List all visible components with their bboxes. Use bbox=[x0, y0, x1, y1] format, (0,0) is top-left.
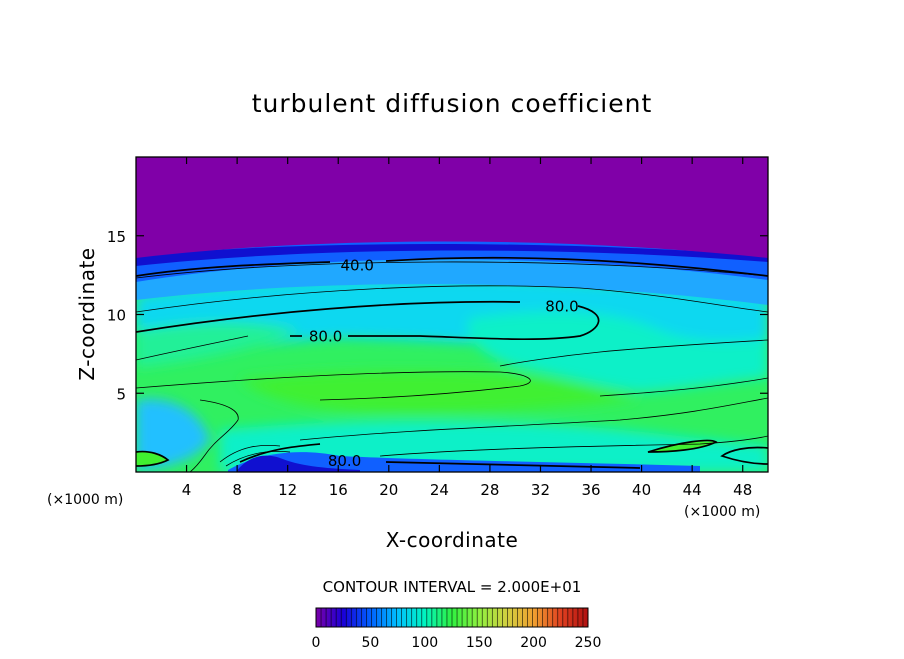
colorbar-frame bbox=[315, 607, 589, 628]
contour-80-upper-line bbox=[136, 300, 600, 341]
x-tick-label: 16 bbox=[329, 481, 348, 499]
contour-thin-10 bbox=[219, 444, 281, 463]
x-tick-label: 32 bbox=[531, 481, 550, 499]
colorbar-tick-label: 50 bbox=[361, 635, 379, 651]
contour-lines-thin bbox=[136, 261, 768, 472]
contour-left-lens-line bbox=[136, 450, 170, 467]
x-tick-label: 44 bbox=[683, 481, 702, 499]
chart-title: turbulent diffusion coefficient bbox=[252, 89, 653, 118]
contour-80-lower-line bbox=[239, 443, 641, 469]
x-tick-label: 8 bbox=[232, 481, 242, 499]
x-tick-label: 48 bbox=[733, 481, 752, 499]
fill-deep-blue-band bbox=[136, 244, 768, 266]
x-axis-title: X-coordinate bbox=[386, 528, 519, 552]
contour-lines-thick bbox=[136, 256, 768, 469]
colorbar-tick-label: 200 bbox=[520, 635, 547, 651]
x-axis-ticks: 4 8 12 16 20 24 28 32 36 40 44 48 bbox=[182, 157, 752, 499]
fill-left-bottom bbox=[136, 399, 210, 470]
fill-aqua-left bbox=[136, 322, 300, 368]
contour-thin-2 bbox=[136, 285, 768, 313]
y-tick-label: 5 bbox=[116, 385, 126, 403]
contour-thin-6 bbox=[189, 399, 239, 472]
contour-label: 40.0 bbox=[340, 257, 373, 275]
contour-right-lens-line bbox=[647, 439, 718, 453]
x-tick-label: 28 bbox=[480, 481, 499, 499]
contour-thin-8 bbox=[379, 435, 768, 457]
y-tick-label: 10 bbox=[107, 307, 126, 325]
y-axis-title: Z-coordinate bbox=[75, 247, 99, 380]
fill-aqua-right bbox=[467, 311, 768, 392]
colorbar-tick-label: 0 bbox=[312, 635, 321, 651]
x-tick-label: 36 bbox=[581, 481, 600, 499]
contour-thin-11 bbox=[225, 450, 291, 467]
contour-thin-5 bbox=[499, 339, 768, 367]
contour-thin-9 bbox=[599, 377, 768, 397]
x-tick-label: 20 bbox=[379, 481, 398, 499]
colorbar bbox=[315, 607, 589, 628]
fill-purple-top bbox=[136, 157, 768, 258]
contour-thin-1 bbox=[136, 261, 768, 279]
contour-thin-3 bbox=[136, 335, 249, 361]
colorbar-tick-label: 100 bbox=[411, 635, 438, 651]
contour-interval-label: CONTOUR INTERVAL = 2.000E+01 bbox=[323, 578, 582, 596]
contour-label: 80.0 bbox=[545, 298, 578, 316]
colorbar-ticks: 0 50 100 150 200 250 bbox=[312, 635, 602, 651]
x-unit-left: (×1000 m) bbox=[47, 492, 123, 508]
contour-thin-4 bbox=[136, 371, 531, 401]
colorbar-tick-label: 150 bbox=[466, 635, 493, 651]
fill-green-core bbox=[240, 371, 640, 413]
colorbar-tick-label: 250 bbox=[575, 635, 602, 651]
x-tick-label: 12 bbox=[278, 481, 297, 499]
x-tick-label: 40 bbox=[632, 481, 651, 499]
x-tick-label: 4 bbox=[182, 481, 192, 499]
y-tick-label: 15 bbox=[107, 228, 126, 246]
contour-right-edge-line bbox=[720, 446, 768, 465]
y-axis-ticks: 5 10 15 bbox=[107, 228, 768, 403]
plot-area bbox=[136, 157, 768, 472]
contour-labels: 40.0 80.0 80.0 80.0 bbox=[309, 257, 579, 470]
x-unit-right: (×1000 m) bbox=[684, 504, 760, 520]
contour-40-line bbox=[136, 256, 768, 277]
contour-label: 80.0 bbox=[309, 328, 342, 346]
fill-bottom-deep bbox=[236, 455, 360, 472]
contour-thin-7 bbox=[299, 397, 768, 441]
x-tick-label: 24 bbox=[430, 481, 449, 499]
contour-label: 80.0 bbox=[328, 452, 361, 470]
